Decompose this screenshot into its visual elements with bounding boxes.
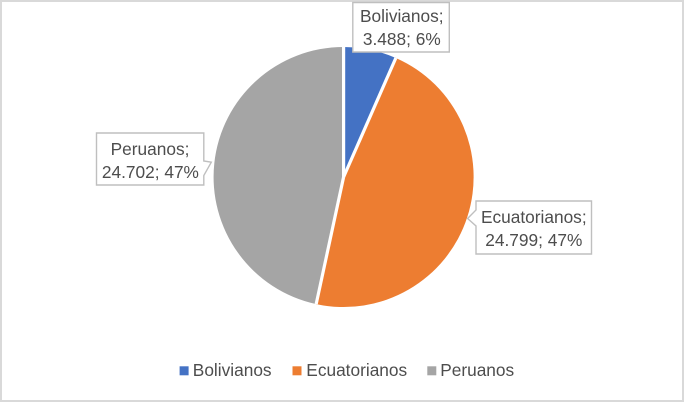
svg-text:Ecuatorianos: Ecuatorianos	[306, 360, 407, 380]
svg-text:Bolivianos: Bolivianos	[193, 360, 272, 380]
svg-text:Peruanos;: Peruanos;	[111, 139, 190, 159]
svg-text:24.702; 47%: 24.702; 47%	[102, 162, 199, 182]
svg-text:Bolivianos;: Bolivianos;	[360, 6, 444, 26]
svg-text:3.488; 6%: 3.488; 6%	[363, 29, 441, 49]
svg-text:Ecuatorianos;: Ecuatorianos;	[481, 207, 587, 227]
svg-text:Peruanos: Peruanos	[440, 360, 514, 380]
svg-text:24.799; 47%: 24.799; 47%	[485, 230, 582, 250]
